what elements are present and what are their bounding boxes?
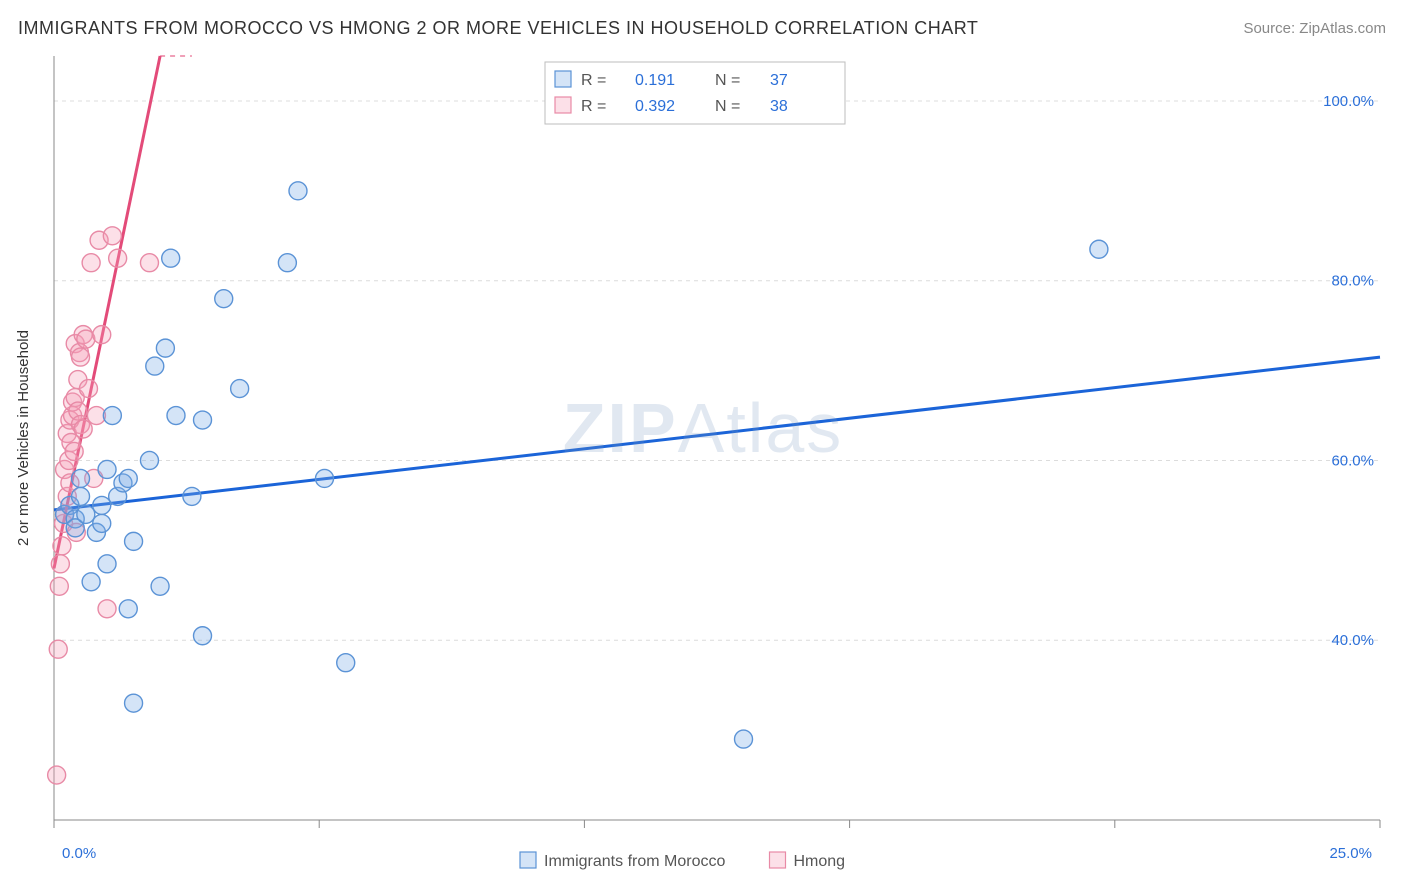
legend-swatch-morocco [520, 852, 536, 868]
scatter-point-hmong [82, 254, 100, 272]
scatter-point-morocco [93, 514, 111, 532]
scatter-point-hmong [77, 330, 95, 348]
scatter-point-hmong [51, 555, 69, 573]
scatter-point-morocco [194, 411, 212, 429]
scatter-point-hmong [48, 766, 66, 784]
scatter-point-morocco [289, 182, 307, 200]
scatter-point-morocco [146, 357, 164, 375]
stats-N-label: N = [715, 98, 740, 115]
stats-R-value-morocco: 0.191 [635, 72, 675, 89]
scatter-point-morocco [183, 487, 201, 505]
scatter-point-hmong [72, 348, 90, 366]
scatter-point-morocco [278, 254, 296, 272]
scatter-point-morocco [215, 290, 233, 308]
scatter-point-hmong [79, 380, 97, 398]
scatter-point-morocco [316, 469, 334, 487]
correlation-chart: 0.0% 25.0% 40.0% 60.0% 80.0% 100.0% 2 or more … [0, 0, 1406, 892]
stats-N-label: N = [715, 72, 740, 89]
y-tick-label: 40.0% [1331, 632, 1374, 649]
legend-label-morocco: Immigrants from Morocco [544, 853, 725, 870]
y-tick-label: 80.0% [1331, 273, 1374, 290]
regression-line-morocco [54, 357, 1380, 510]
scatter-point-morocco [98, 460, 116, 478]
scatter-point-hmong [50, 577, 68, 595]
scatter-point-morocco [231, 380, 249, 398]
scatter-point-morocco [72, 469, 90, 487]
y-tick-label: 60.0% [1331, 452, 1374, 469]
scatter-point-morocco [125, 532, 143, 550]
x-tick-label: 25.0% [1329, 845, 1372, 862]
scatter-point-hmong [103, 227, 121, 245]
stats-R-value-hmong: 0.392 [635, 98, 675, 115]
scatter-point-morocco [103, 407, 121, 425]
scatter-point-morocco [156, 339, 174, 357]
scatter-point-morocco [119, 469, 137, 487]
scatter-point-hmong [65, 442, 83, 460]
scatter-point-morocco [194, 627, 212, 645]
scatter-point-morocco [1090, 240, 1108, 258]
scatter-point-morocco [77, 505, 95, 523]
scatter-point-morocco [140, 451, 158, 469]
x-tick-label: 0.0% [62, 845, 96, 862]
scatter-point-hmong [53, 537, 71, 555]
scatter-point-morocco [93, 496, 111, 514]
scatter-point-hmong [74, 420, 92, 438]
scatter-point-morocco [125, 694, 143, 712]
stats-N-value-morocco: 37 [770, 72, 788, 89]
stats-R-label: R = [581, 72, 606, 89]
y-axis-title: 2 or more Vehicles in Household [15, 330, 32, 546]
legend-label-hmong: Hmong [794, 853, 846, 870]
scatter-point-morocco [337, 654, 355, 672]
scatter-point-morocco [82, 573, 100, 591]
scatter-point-morocco [98, 555, 116, 573]
stats-R-label: R = [581, 98, 606, 115]
scatter-point-morocco [167, 407, 185, 425]
scatter-point-hmong [98, 600, 116, 618]
stats-swatch-hmong [555, 97, 571, 113]
scatter-point-morocco [151, 577, 169, 595]
stats-swatch-morocco [555, 71, 571, 87]
scatter-point-morocco [162, 249, 180, 267]
legend-swatch-hmong [770, 852, 786, 868]
scatter-point-hmong [49, 640, 67, 658]
y-tick-label: 100.0% [1323, 93, 1374, 110]
scatter-point-morocco [735, 730, 753, 748]
stats-N-value-hmong: 38 [770, 98, 788, 115]
scatter-point-morocco [119, 600, 137, 618]
scatter-point-morocco [72, 487, 90, 505]
scatter-point-hmong [140, 254, 158, 272]
scatter-point-hmong [109, 249, 127, 267]
scatter-point-hmong [93, 326, 111, 344]
